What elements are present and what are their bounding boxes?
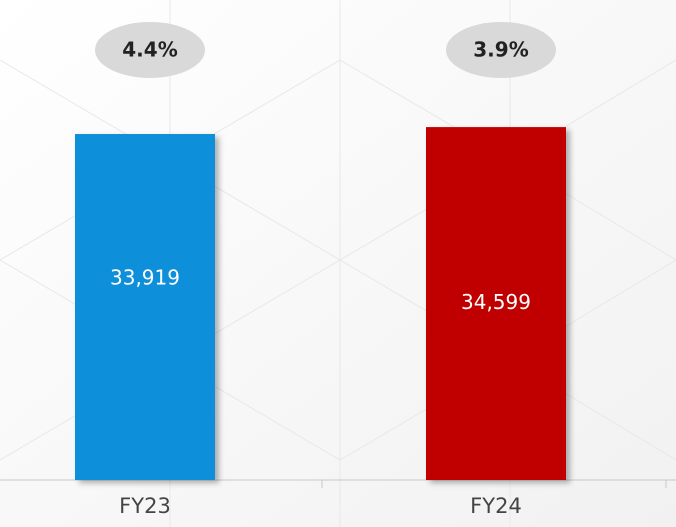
annotation-bubble (95, 22, 205, 78)
annotation: 3.9% (473, 38, 528, 62)
x-tick-label: FY23 (119, 494, 171, 518)
x-tick-label: FY24 (470, 494, 522, 518)
annotation-bubble (446, 22, 556, 78)
annotation: 4.4% (122, 38, 177, 62)
bar (426, 127, 566, 480)
value-label: 34,599 (461, 290, 531, 314)
bar (75, 134, 215, 481)
value-label: 33,919 (110, 266, 180, 290)
